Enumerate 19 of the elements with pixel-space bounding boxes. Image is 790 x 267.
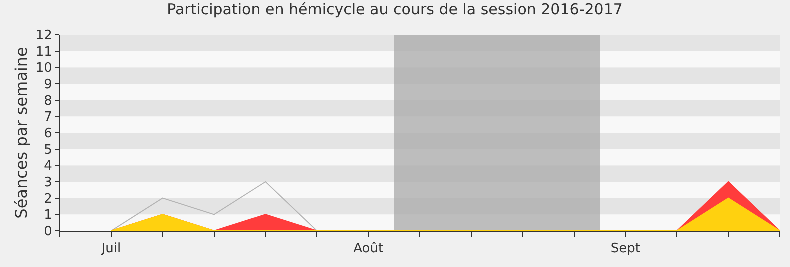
y-tick-label: 3 <box>44 176 52 191</box>
y-tick-label: 7 <box>44 110 52 126</box>
y-tick-label: 12 <box>36 28 52 44</box>
y-tick-label: 10 <box>36 61 52 76</box>
y-tick-label: 6 <box>44 126 52 142</box>
y-tick-label: 2 <box>44 192 52 207</box>
chart-title: Participation en hémicycle au cours de la session 2016-2017 <box>167 0 623 19</box>
y-tick-label: 9 <box>44 78 52 93</box>
x-tick-label: Juil <box>100 242 122 257</box>
x-tick-label: Sept <box>610 242 641 257</box>
y-tick-label: 11 <box>36 44 52 60</box>
y-tick-label: 5 <box>44 142 52 158</box>
line-series <box>110 182 318 231</box>
y-tick-label: 8 <box>44 94 52 109</box>
x-tick-label: Août <box>354 242 384 257</box>
y-axis-title: Séances par semaine <box>12 47 31 219</box>
y-tick-label: 0 <box>44 224 52 240</box>
y-tick-label: 1 <box>44 208 52 224</box>
y-tick-label: 4 <box>44 159 52 174</box>
